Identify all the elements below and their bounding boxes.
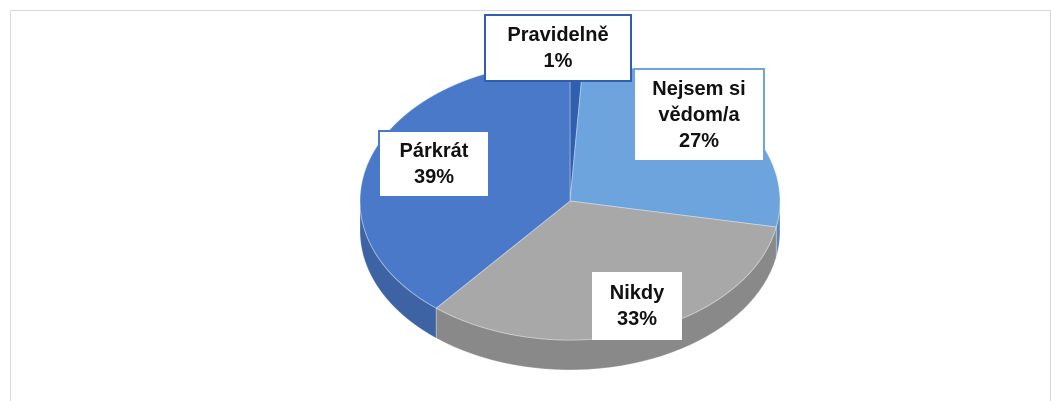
data-label: Nikdy 33%	[592, 272, 682, 340]
data-label: Pravidelně 1%	[484, 14, 632, 82]
label-value: 27%	[678, 130, 720, 152]
data-label: Párkrát 39%	[378, 130, 490, 198]
label-category: Nikdy	[609, 282, 665, 304]
label-value: 33%	[616, 308, 658, 330]
label-category: Nejsem si vědom/a	[652, 78, 746, 126]
label-value: 39%	[413, 166, 455, 188]
data-label: Nejsem si vědom/a 27%	[633, 68, 765, 162]
label-category: Pravidelně	[507, 24, 609, 46]
label-category: Párkrát	[399, 140, 469, 162]
label-value: 1%	[543, 50, 573, 72]
